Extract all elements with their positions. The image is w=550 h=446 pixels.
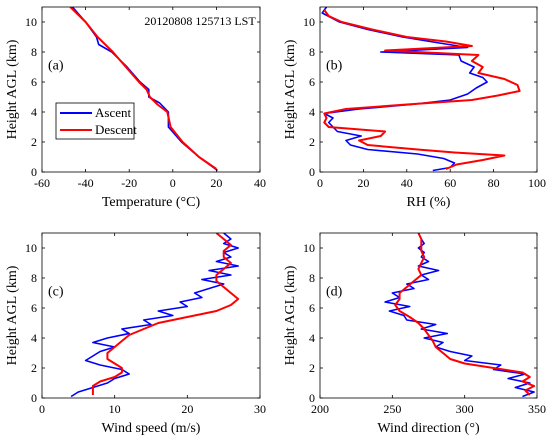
legend: Ascent Descent (55, 102, 137, 140)
x-tick-label: 40 (254, 176, 266, 190)
y-tick-label: 4 (309, 331, 315, 345)
x-axis-label: RH (%) (407, 195, 451, 210)
timestamp-annotation: 20120808 125713 LST (144, 14, 256, 28)
y-tick-label: 10 (303, 15, 315, 29)
panel-label: (a) (48, 59, 64, 74)
series-descent-line (69, 7, 217, 170)
y-tick-label: 0 (31, 165, 37, 179)
x-tick-label: 0 (39, 402, 45, 416)
x-tick-label: 0 (170, 176, 176, 190)
plot-frame (319, 232, 538, 399)
plot-frame (41, 6, 261, 173)
panel-b: 0 20 40 60 80 100 0 2 4 6 8 10 RH (%) Height AGL (km)… (283, 6, 546, 210)
y-tick-label: 2 (31, 361, 37, 375)
y-tick-label: 8 (31, 271, 37, 285)
y-tick-label: 0 (31, 391, 37, 405)
y-tick-label: 10 (25, 15, 37, 29)
series-descent-line (323, 9, 521, 170)
y-tick-label: 4 (31, 331, 37, 345)
series-ascent-line (70, 233, 239, 398)
y-tick-label: 4 (31, 105, 37, 119)
y-tick-label: 10 (303, 241, 315, 255)
y-axis-label: Height AGL (km) (5, 265, 20, 365)
x-tick-label: 30 (254, 402, 266, 416)
y-tick-label: 4 (309, 105, 315, 119)
panel-c: 0 10 20 30 0 2 4 6 8 10 Wind speed (m/s) Height AGL… (5, 232, 266, 436)
legend-descent-label: Descent (95, 122, 137, 137)
x-tick-label: 350 (528, 402, 546, 416)
x-tick-label: 40 (401, 176, 413, 190)
y-tick-label: 2 (31, 135, 37, 149)
panel-d: 200 250 300 350 0 2 4 6 8 10 Wind direction (°) Hei… (283, 232, 546, 436)
panel-label: (d) (326, 285, 343, 300)
y-tick-label: 6 (309, 75, 315, 89)
y-axis-label: Height AGL (km) (283, 39, 298, 139)
y-tick-label: 8 (309, 45, 315, 59)
y-axis-label: Height AGL (km) (283, 265, 298, 365)
y-tick-label: 2 (309, 135, 315, 149)
y-tick-label: 0 (309, 165, 315, 179)
x-tick-label: -40 (78, 176, 94, 190)
y-tick-label: 0 (309, 391, 315, 405)
y-axis-label: Height AGL (km) (5, 39, 20, 139)
x-tick-label: 250 (383, 402, 401, 416)
x-tick-label: -20 (121, 176, 137, 190)
x-tick-label: 300 (456, 402, 474, 416)
legend-ascent-label: Ascent (95, 105, 131, 120)
x-tick-label: 20 (210, 176, 222, 190)
x-tick-label: 60 (444, 176, 456, 190)
x-axis-label: Wind direction (°) (377, 421, 480, 436)
y-tick-label: 6 (309, 301, 315, 315)
plot-frame (319, 6, 538, 173)
panel-a: -60 -40 -20 0 20 40 0 2 4 6 8 10 Temperature (°C) Hei… (5, 6, 266, 210)
series-ascent-line (384, 233, 535, 398)
y-tick-label: 6 (31, 75, 37, 89)
panel-label: (b) (326, 59, 343, 74)
x-tick-label: 0 (317, 176, 323, 190)
y-tick-label: 8 (31, 45, 37, 59)
x-tick-label: 20 (357, 176, 369, 190)
x-tick-label: 20 (181, 402, 193, 416)
y-tick-label: 2 (309, 361, 315, 375)
y-tick-label: 8 (309, 271, 315, 285)
panel-label: (c) (48, 285, 64, 300)
y-tick-label: 6 (31, 301, 37, 315)
plot-frame (41, 232, 261, 399)
legend-box (55, 102, 135, 140)
series-descent-line (91, 233, 240, 395)
series-descent-line (394, 233, 536, 396)
x-axis-label: Temperature (°C) (102, 195, 201, 210)
x-tick-label: 80 (488, 176, 500, 190)
x-tick-label: 100 (528, 176, 546, 190)
x-tick-label: -60 (34, 176, 50, 190)
x-axis-label: Wind speed (m/s) (102, 421, 201, 436)
x-tick-label: 10 (109, 402, 121, 416)
y-tick-label: 10 (25, 241, 37, 255)
series-ascent-line (71, 7, 218, 172)
x-tick-label: 200 (311, 402, 329, 416)
series-ascent-line (321, 7, 488, 172)
